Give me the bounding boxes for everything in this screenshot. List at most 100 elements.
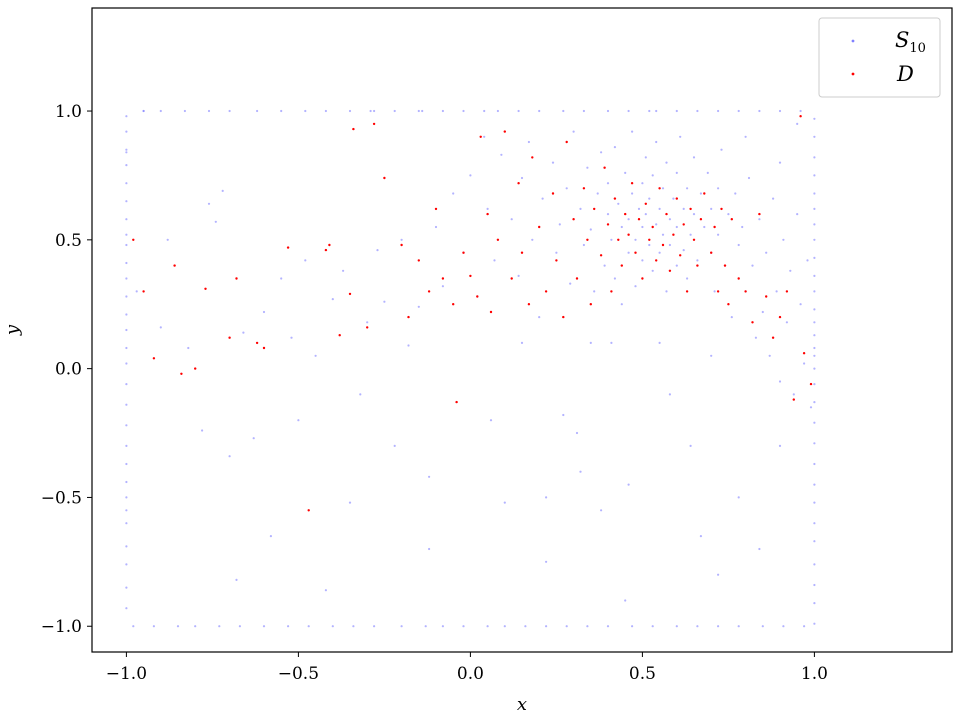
s10-point-129	[166, 238, 169, 241]
s10-point-226	[665, 290, 668, 293]
s10-point-77	[462, 109, 465, 113]
s10-point-237	[686, 187, 689, 190]
s10-point-67	[280, 109, 283, 113]
s10-point-277	[806, 259, 809, 262]
y-tick-label: 1.0	[55, 102, 82, 122]
s10-point-14	[125, 346, 128, 350]
s10-point-116	[586, 625, 589, 628]
d-point-78	[682, 223, 685, 226]
d-point-12	[307, 509, 310, 512]
s10-point-246	[706, 171, 709, 174]
s10-point-112	[503, 625, 506, 628]
s10-point-205	[627, 218, 630, 221]
d-point-31	[476, 295, 479, 298]
s10-point-250	[717, 187, 720, 190]
s10-point-279	[579, 470, 582, 473]
legend-label-s10-name: S	[895, 28, 909, 52]
s10-point-38	[813, 462, 816, 466]
s10-point-45	[813, 346, 816, 350]
d-point-72	[661, 243, 665, 247]
s10-point-264	[761, 310, 764, 314]
s10-point-184	[575, 431, 579, 435]
s10-point-118	[631, 625, 634, 628]
s10-point-168	[500, 153, 503, 156]
s10-point-229	[668, 243, 672, 247]
d-point-58	[613, 197, 617, 200]
d-point-51	[586, 238, 589, 241]
d-point-29	[462, 251, 465, 254]
s10-point-208	[634, 238, 637, 241]
d-point-16	[348, 292, 352, 296]
d-point-18	[366, 326, 369, 329]
s10-point-181	[565, 187, 568, 190]
d-point-90	[727, 303, 730, 306]
s10-point-21	[125, 233, 128, 236]
s10-point-157	[417, 305, 420, 308]
s10-point-56	[813, 174, 816, 177]
d-point-22	[407, 315, 410, 319]
d-point-24	[427, 290, 431, 293]
d-point-6	[204, 287, 207, 290]
s10-point-22	[125, 218, 128, 221]
s10-point-130	[187, 346, 190, 350]
s10-point-97	[176, 625, 180, 628]
legend-label-s10-subscript: 10	[909, 41, 926, 56]
s10-point-281	[627, 483, 630, 486]
s10-point-218	[651, 269, 654, 272]
series-d-points	[132, 115, 813, 512]
s10-point-125	[782, 625, 785, 628]
d-point-87	[716, 290, 720, 293]
s10-point-235	[682, 207, 685, 210]
d-point-35	[496, 238, 500, 241]
d-point-52	[589, 303, 592, 306]
d-point-50	[582, 187, 586, 190]
s10-point-138	[252, 437, 255, 440]
s10-point-195	[606, 182, 610, 185]
s10-point-153	[383, 300, 386, 303]
s10-point-143	[297, 419, 300, 422]
s10-point-36	[813, 501, 816, 504]
s10-point-167	[493, 259, 496, 262]
s10-point-203	[624, 599, 627, 602]
s10-point-8	[125, 462, 128, 466]
s10-point-251	[717, 233, 720, 236]
d-point-97	[771, 336, 775, 339]
d-point-61	[624, 212, 627, 216]
s10-point-110	[462, 625, 465, 628]
s10-point-127	[135, 290, 138, 293]
s10-point-287	[778, 444, 782, 447]
s10-point-196	[610, 238, 613, 241]
s10-point-71	[369, 109, 372, 113]
s10-point-73	[393, 109, 396, 113]
s10-point-46	[813, 334, 816, 337]
s10-point-137	[242, 331, 245, 334]
s10-point-231	[675, 264, 678, 267]
s10-point-244	[699, 535, 703, 538]
d-point-68	[648, 238, 651, 241]
s10-point-151	[366, 321, 369, 324]
d-point-27	[452, 303, 455, 306]
s10-point-271	[785, 321, 789, 324]
s10-point-70	[348, 109, 352, 113]
d-point-55	[603, 166, 606, 169]
s10-point-119	[651, 625, 654, 628]
s10-point-145	[314, 354, 317, 357]
s10-point-272	[789, 269, 792, 272]
d-point-25	[434, 207, 438, 211]
s10-point-101	[262, 625, 266, 628]
s10-point-252	[720, 148, 723, 151]
d-point-101	[799, 115, 802, 118]
s10-point-230	[672, 197, 675, 200]
d-point-102	[802, 352, 806, 355]
d-point-53	[593, 207, 596, 211]
d-point-99	[785, 290, 789, 293]
s10-point-213	[641, 259, 644, 262]
s10-point-242	[696, 259, 699, 262]
s10-point-123	[737, 625, 740, 628]
s10-point-165	[483, 135, 486, 138]
s10-point-243	[699, 192, 703, 195]
s10-point-286	[758, 547, 761, 551]
s10-point-10	[125, 424, 128, 427]
d-point-65	[637, 218, 641, 221]
